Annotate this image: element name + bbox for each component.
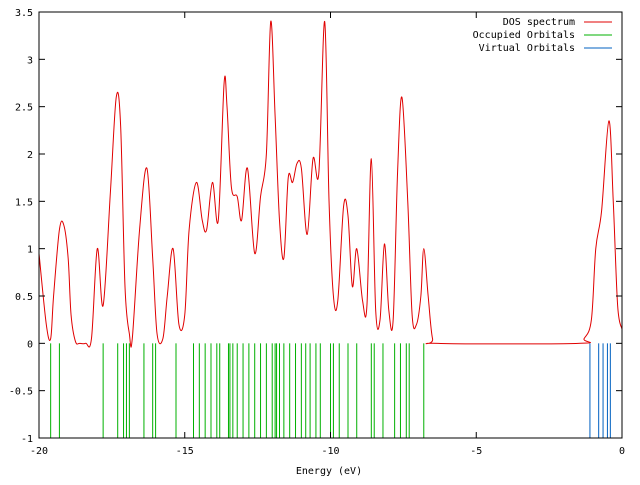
y-tick-label: 0.5 bbox=[15, 292, 33, 303]
legend-label-virtual-orbitals: Virtual Orbitals bbox=[479, 43, 575, 54]
x-tick-label: -15 bbox=[176, 446, 194, 457]
y-tick-label: 2.5 bbox=[15, 103, 33, 114]
y-tick-label: -0.5 bbox=[9, 387, 33, 398]
y-tick-label: 0 bbox=[27, 339, 33, 350]
legend-label-occupied-orbitals: Occupied Orbitals bbox=[473, 30, 575, 41]
x-tick-label: -10 bbox=[321, 446, 339, 457]
legend-label-dos-spectrum: DOS spectrum bbox=[503, 17, 575, 28]
x-tick-label: -5 bbox=[470, 446, 482, 457]
y-tick-label: 3 bbox=[27, 55, 33, 66]
y-tick-label: 3.5 bbox=[15, 8, 33, 19]
x-tick-label: 0 bbox=[619, 446, 625, 457]
y-tick-label: -1 bbox=[21, 434, 33, 445]
x-tick-label: -20 bbox=[30, 446, 48, 457]
x-axis-label: Energy (eV) bbox=[296, 466, 362, 477]
y-tick-label: 1.5 bbox=[15, 197, 33, 208]
y-tick-label: 2 bbox=[27, 150, 33, 161]
y-tick-label: 1 bbox=[27, 245, 33, 256]
